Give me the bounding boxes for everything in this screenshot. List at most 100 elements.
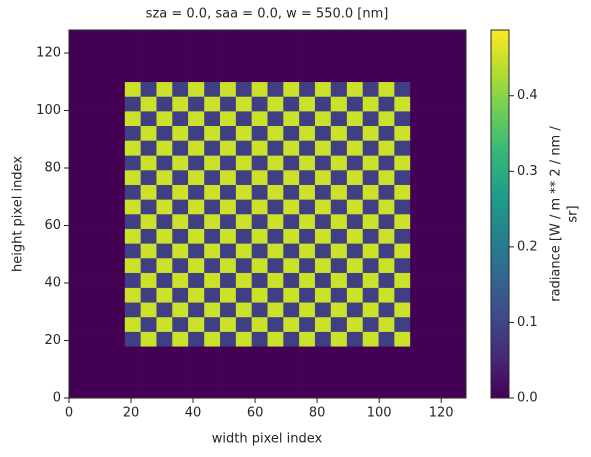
heatmap-cell	[410, 199, 467, 215]
heatmap-cell	[378, 199, 395, 215]
heatmap-cell	[69, 111, 126, 127]
heatmap-cell	[204, 287, 221, 303]
heatmap-cell	[172, 316, 189, 332]
heatmap-cell	[140, 170, 157, 185]
heatmap-cell	[330, 184, 348, 200]
heatmap-cell	[378, 287, 395, 303]
heatmap-cell	[172, 214, 189, 229]
heatmap-cell	[314, 228, 332, 244]
heatmap-cell	[314, 346, 332, 399]
heatmap-cell	[172, 243, 189, 259]
heatmap-cell	[346, 170, 364, 185]
heatmap-cell	[314, 111, 332, 127]
heatmap-cell	[204, 96, 221, 112]
heatmap-cell	[251, 184, 268, 200]
heatmap-cell	[346, 243, 364, 259]
heatmap-cell	[251, 170, 268, 185]
heatmap-cell	[235, 199, 252, 215]
heatmap-cell	[299, 170, 316, 185]
heatmap-cell	[267, 346, 284, 399]
heatmap-cell	[235, 170, 252, 185]
heatmap-cell	[330, 257, 348, 273]
heatmap-cell	[172, 302, 189, 318]
heatmap-cell	[188, 228, 205, 244]
heatmap-cell	[220, 257, 237, 273]
heatmap-cell	[299, 140, 316, 156]
heatmap-cell	[172, 287, 189, 303]
heatmap-cell	[188, 243, 205, 259]
heatmap-cell	[346, 316, 364, 332]
heatmap-cell	[156, 228, 173, 244]
heatmap-cell	[362, 214, 379, 229]
heatmap-cell	[235, 302, 252, 318]
colorbar-tick-label: 0.3	[517, 164, 538, 179]
heatmap-cell	[283, 257, 300, 273]
heatmap-cell	[330, 81, 348, 97]
heatmap-cell	[267, 228, 284, 244]
heatmap-cell	[172, 81, 189, 97]
heatmap-cell	[69, 81, 126, 97]
heatmap-cell	[394, 170, 411, 185]
heatmap-cell	[346, 125, 364, 141]
colorbar-label: sr]	[566, 205, 581, 222]
heatmap-cell	[362, 331, 379, 347]
heatmap-cell	[410, 155, 467, 171]
heatmap-cell	[124, 243, 141, 259]
heatmap-cell	[378, 170, 395, 185]
heatmap-cell	[140, 199, 157, 215]
chart-title: sza = 0.0, saa = 0.0, w = 550.0 [nm]	[146, 7, 389, 22]
heatmap-cell	[124, 346, 141, 399]
heatmap-cell	[346, 331, 364, 347]
heatmap-cell	[346, 81, 364, 97]
heatmap-cell	[299, 96, 316, 112]
heatmap-cell	[330, 346, 348, 399]
heatmap-cell	[124, 316, 141, 332]
heatmap-cell	[188, 316, 205, 332]
heatmap-cell	[220, 81, 237, 97]
heatmap-cell	[69, 140, 126, 156]
heatmap-cell	[346, 272, 364, 288]
heatmap-cell	[124, 228, 141, 244]
heatmap-cell	[283, 184, 300, 200]
heatmap-cell	[69, 257, 126, 273]
y-axis-label: height pixel index	[11, 156, 26, 272]
heatmap-cell	[156, 184, 173, 200]
heatmap-cell	[410, 228, 467, 244]
heatmap-cell	[188, 287, 205, 303]
heatmap-cell	[235, 96, 252, 112]
x-tick-label: 20	[123, 406, 140, 421]
heatmap-cell	[188, 155, 205, 171]
heatmap-cell	[314, 257, 332, 273]
heatmap-cell	[172, 111, 189, 127]
heatmap-cell	[188, 96, 205, 112]
heatmap-cell	[346, 184, 364, 200]
heatmap-cell	[204, 331, 221, 347]
heatmap-cell	[251, 214, 268, 229]
heatmap-cell	[362, 302, 379, 318]
heatmap-cell	[140, 302, 157, 318]
heatmap-cell	[220, 111, 237, 127]
heatmap-cell	[346, 155, 364, 171]
heatmap-cell	[140, 287, 157, 303]
heatmap-cell	[188, 346, 205, 399]
heatmap-cell	[124, 140, 141, 156]
heatmap-cell	[140, 228, 157, 244]
heatmap-cell	[235, 111, 252, 127]
heatmap-cell	[330, 214, 348, 229]
heatmap-cell	[172, 228, 189, 244]
heatmap-cell	[283, 81, 300, 97]
heatmap-cell	[140, 140, 157, 156]
heatmap-cell	[172, 257, 189, 273]
heatmap-cell	[378, 184, 395, 200]
heatmap-cell	[378, 155, 395, 171]
heatmap-cell	[410, 272, 467, 288]
heatmap-cell	[362, 228, 379, 244]
heatmap-cell	[283, 30, 300, 83]
x-tick-label: 60	[247, 406, 264, 421]
heatmap-cell	[69, 302, 126, 318]
heatmap-cell	[394, 184, 411, 200]
heatmap-cell	[235, 346, 252, 399]
heatmap-cell	[299, 111, 316, 127]
heatmap-cell	[267, 287, 284, 303]
heatmap-cell	[346, 346, 364, 399]
